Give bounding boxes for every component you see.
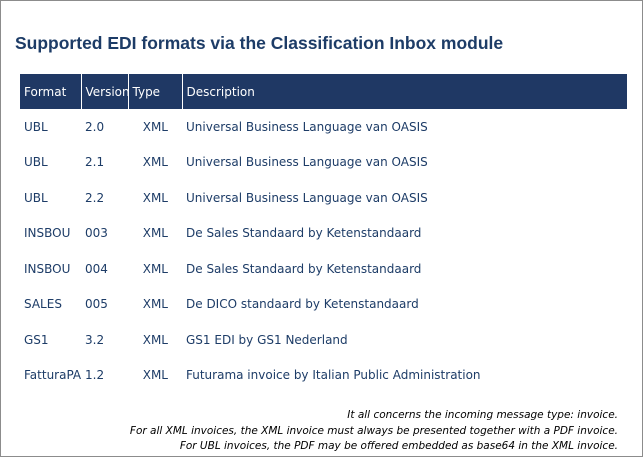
cell-type: XML <box>142 261 168 276</box>
footer-note: For all XML invoices, the XML invoice mu… <box>129 424 618 437</box>
footer-notes: It all concerns the incoming message typ… <box>130 408 618 455</box>
page-title: Supported EDI formats via the Classifica… <box>15 33 504 53</box>
table-row: INSBOU 004 XML De Sales Standaard by Ket… <box>20 251 627 287</box>
table-row: UBL 2.2 XML Universal Business Language … <box>20 180 627 216</box>
cell-type: XML <box>142 332 168 347</box>
cell-type: XML <box>142 368 168 383</box>
cell-format: SALES <box>24 297 62 312</box>
table-row: UBL 2.0 XML Universal Business Language … <box>20 109 627 145</box>
table-header-row: Format Version Type Description <box>20 74 627 109</box>
cell-description: Futurama invoice by Italian Public Admin… <box>186 368 481 383</box>
table-row: INSBOU 003 XML De Sales Standaard by Ket… <box>20 216 627 252</box>
table-row: SALES 005 XML De DICO standaard by Keten… <box>20 287 627 323</box>
cell-type: XML <box>142 155 168 170</box>
cell-version: 2.2 <box>85 190 105 205</box>
cell-format: INSBOU <box>24 226 71 241</box>
column-header-type: Type <box>128 74 183 109</box>
cell-description: Universal Business Language van OASIS <box>186 190 428 205</box>
table-row: FatturaPA 1.2 XML Futurama invoice by It… <box>20 358 627 394</box>
footer-note: For UBL invoices, the PDF may be offered… <box>179 440 618 452</box>
cell-format: UBL <box>24 119 48 134</box>
cell-format: INSBOU <box>24 261 71 276</box>
cell-version: 005 <box>85 297 108 312</box>
column-header-format: Format <box>20 74 82 109</box>
cell-version: 003 <box>85 226 108 241</box>
cell-description: De Sales Standaard by Ketenstandaard <box>186 261 422 276</box>
cell-format: GS1 <box>24 332 49 347</box>
footer-note: It all concerns the incoming message typ… <box>347 409 618 421</box>
cell-description: De Sales Standaard by Ketenstandaard <box>186 226 422 241</box>
cell-format: FatturaPA <box>24 368 82 383</box>
edi-formats-table: Format Version Type Description UBL 2.0 … <box>20 74 627 393</box>
cell-type: XML <box>142 297 168 312</box>
cell-description: De DICO standaard by Ketenstandaard <box>186 297 419 312</box>
cell-format: UBL <box>24 190 48 205</box>
column-header-description: Description <box>182 74 627 109</box>
cell-type: XML <box>142 226 168 241</box>
cell-description: Universal Business Language van OASIS <box>186 155 428 170</box>
column-header-version: Version <box>81 74 130 109</box>
table-row: UBL 2.1 XML Universal Business Language … <box>20 145 627 181</box>
cell-version: 2.1 <box>85 155 105 170</box>
cell-format: UBL <box>24 155 48 170</box>
table-row: GS1 3.2 XML GS1 EDI by GS1 Nederland <box>20 322 627 358</box>
cell-version: 3.2 <box>85 332 105 347</box>
cell-version: 2.0 <box>85 119 105 134</box>
cell-description: Universal Business Language van OASIS <box>186 119 428 134</box>
cell-version: 1.2 <box>85 368 105 383</box>
cell-type: XML <box>142 119 168 134</box>
cell-version: 004 <box>85 261 108 276</box>
cell-type: XML <box>142 190 168 205</box>
cell-description: GS1 EDI by GS1 Nederland <box>186 332 348 347</box>
